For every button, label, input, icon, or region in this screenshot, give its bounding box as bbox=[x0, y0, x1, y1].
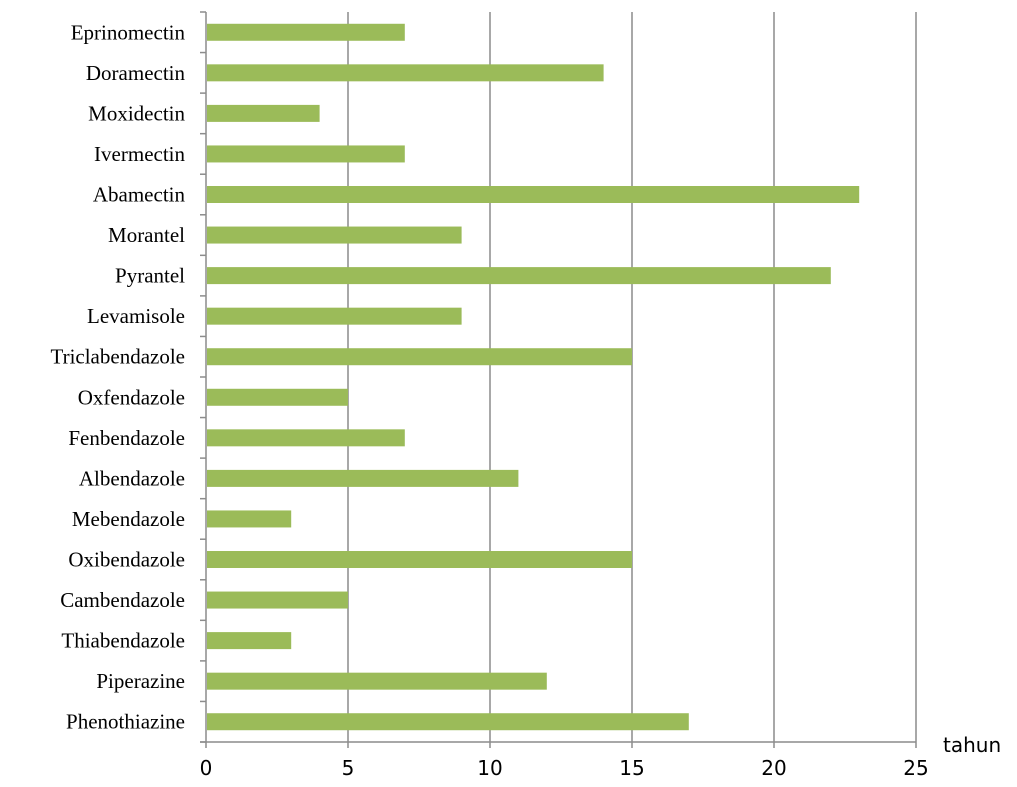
axis-layer bbox=[200, 11, 917, 748]
bar-ivermectin bbox=[207, 145, 405, 163]
bar-fenbendazole bbox=[207, 429, 405, 447]
category-label: Fenbendazole bbox=[68, 426, 185, 450]
category-label: Mebendazole bbox=[72, 507, 185, 531]
x-tick-label: 15 bbox=[619, 756, 644, 780]
grid-layer bbox=[347, 12, 917, 742]
category-label: Morantel bbox=[108, 223, 185, 247]
category-label: Triclabendazole bbox=[50, 345, 185, 369]
category-label: Oxibendazole bbox=[68, 548, 185, 572]
bar-oxfendazole bbox=[207, 388, 348, 406]
bar-levamisole bbox=[207, 307, 462, 325]
bar-thiabendazole bbox=[207, 632, 292, 650]
bar-phenothiazine bbox=[207, 713, 689, 731]
category-label: Phenothiazine bbox=[66, 710, 185, 734]
bar-triclabendazole bbox=[207, 348, 632, 366]
bar-cambendazole bbox=[207, 591, 348, 609]
x-tick-label: 5 bbox=[342, 756, 355, 780]
category-label: Eprinomectin bbox=[71, 20, 186, 44]
bar-doramectin bbox=[207, 64, 604, 82]
x-tick-label: 0 bbox=[200, 756, 213, 780]
category-label: Albendazole bbox=[79, 466, 185, 490]
bar-eprinomectin bbox=[207, 23, 405, 41]
bar-oxibendazole bbox=[207, 551, 632, 568]
category-label: Doramectin bbox=[86, 61, 186, 85]
category-label: Moxidectin bbox=[88, 101, 185, 125]
x-tick-label: 10 bbox=[477, 756, 502, 780]
category-label: Levamisole bbox=[87, 304, 185, 328]
category-label: Oxfendazole bbox=[78, 385, 185, 409]
category-label: Piperazine bbox=[96, 669, 185, 693]
x-tick-label: 25 bbox=[903, 756, 928, 780]
category-label: Pyrantel bbox=[115, 264, 185, 288]
bar-pyrantel bbox=[207, 267, 831, 285]
bar-abamectin bbox=[207, 186, 860, 203]
x-axis-title: tahun bbox=[943, 733, 1001, 757]
bar-layer bbox=[207, 23, 860, 731]
bar-morantel bbox=[207, 226, 462, 244]
category-label: Thiabendazole bbox=[61, 629, 185, 653]
bar-albendazole bbox=[207, 469, 519, 487]
bar-piperazine bbox=[207, 672, 547, 690]
label-layer: 0 5 10 15 20 25 Eprinomectin Doramectin Moxidect… bbox=[50, 20, 928, 780]
category-label: Ivermectin bbox=[94, 142, 185, 166]
category-label: Abamectin bbox=[93, 183, 186, 207]
bar-mebendazole bbox=[207, 510, 292, 528]
category-label: Cambendazole bbox=[60, 588, 185, 612]
x-tick-label: 20 bbox=[761, 756, 786, 780]
bar-moxidectin bbox=[207, 104, 320, 122]
